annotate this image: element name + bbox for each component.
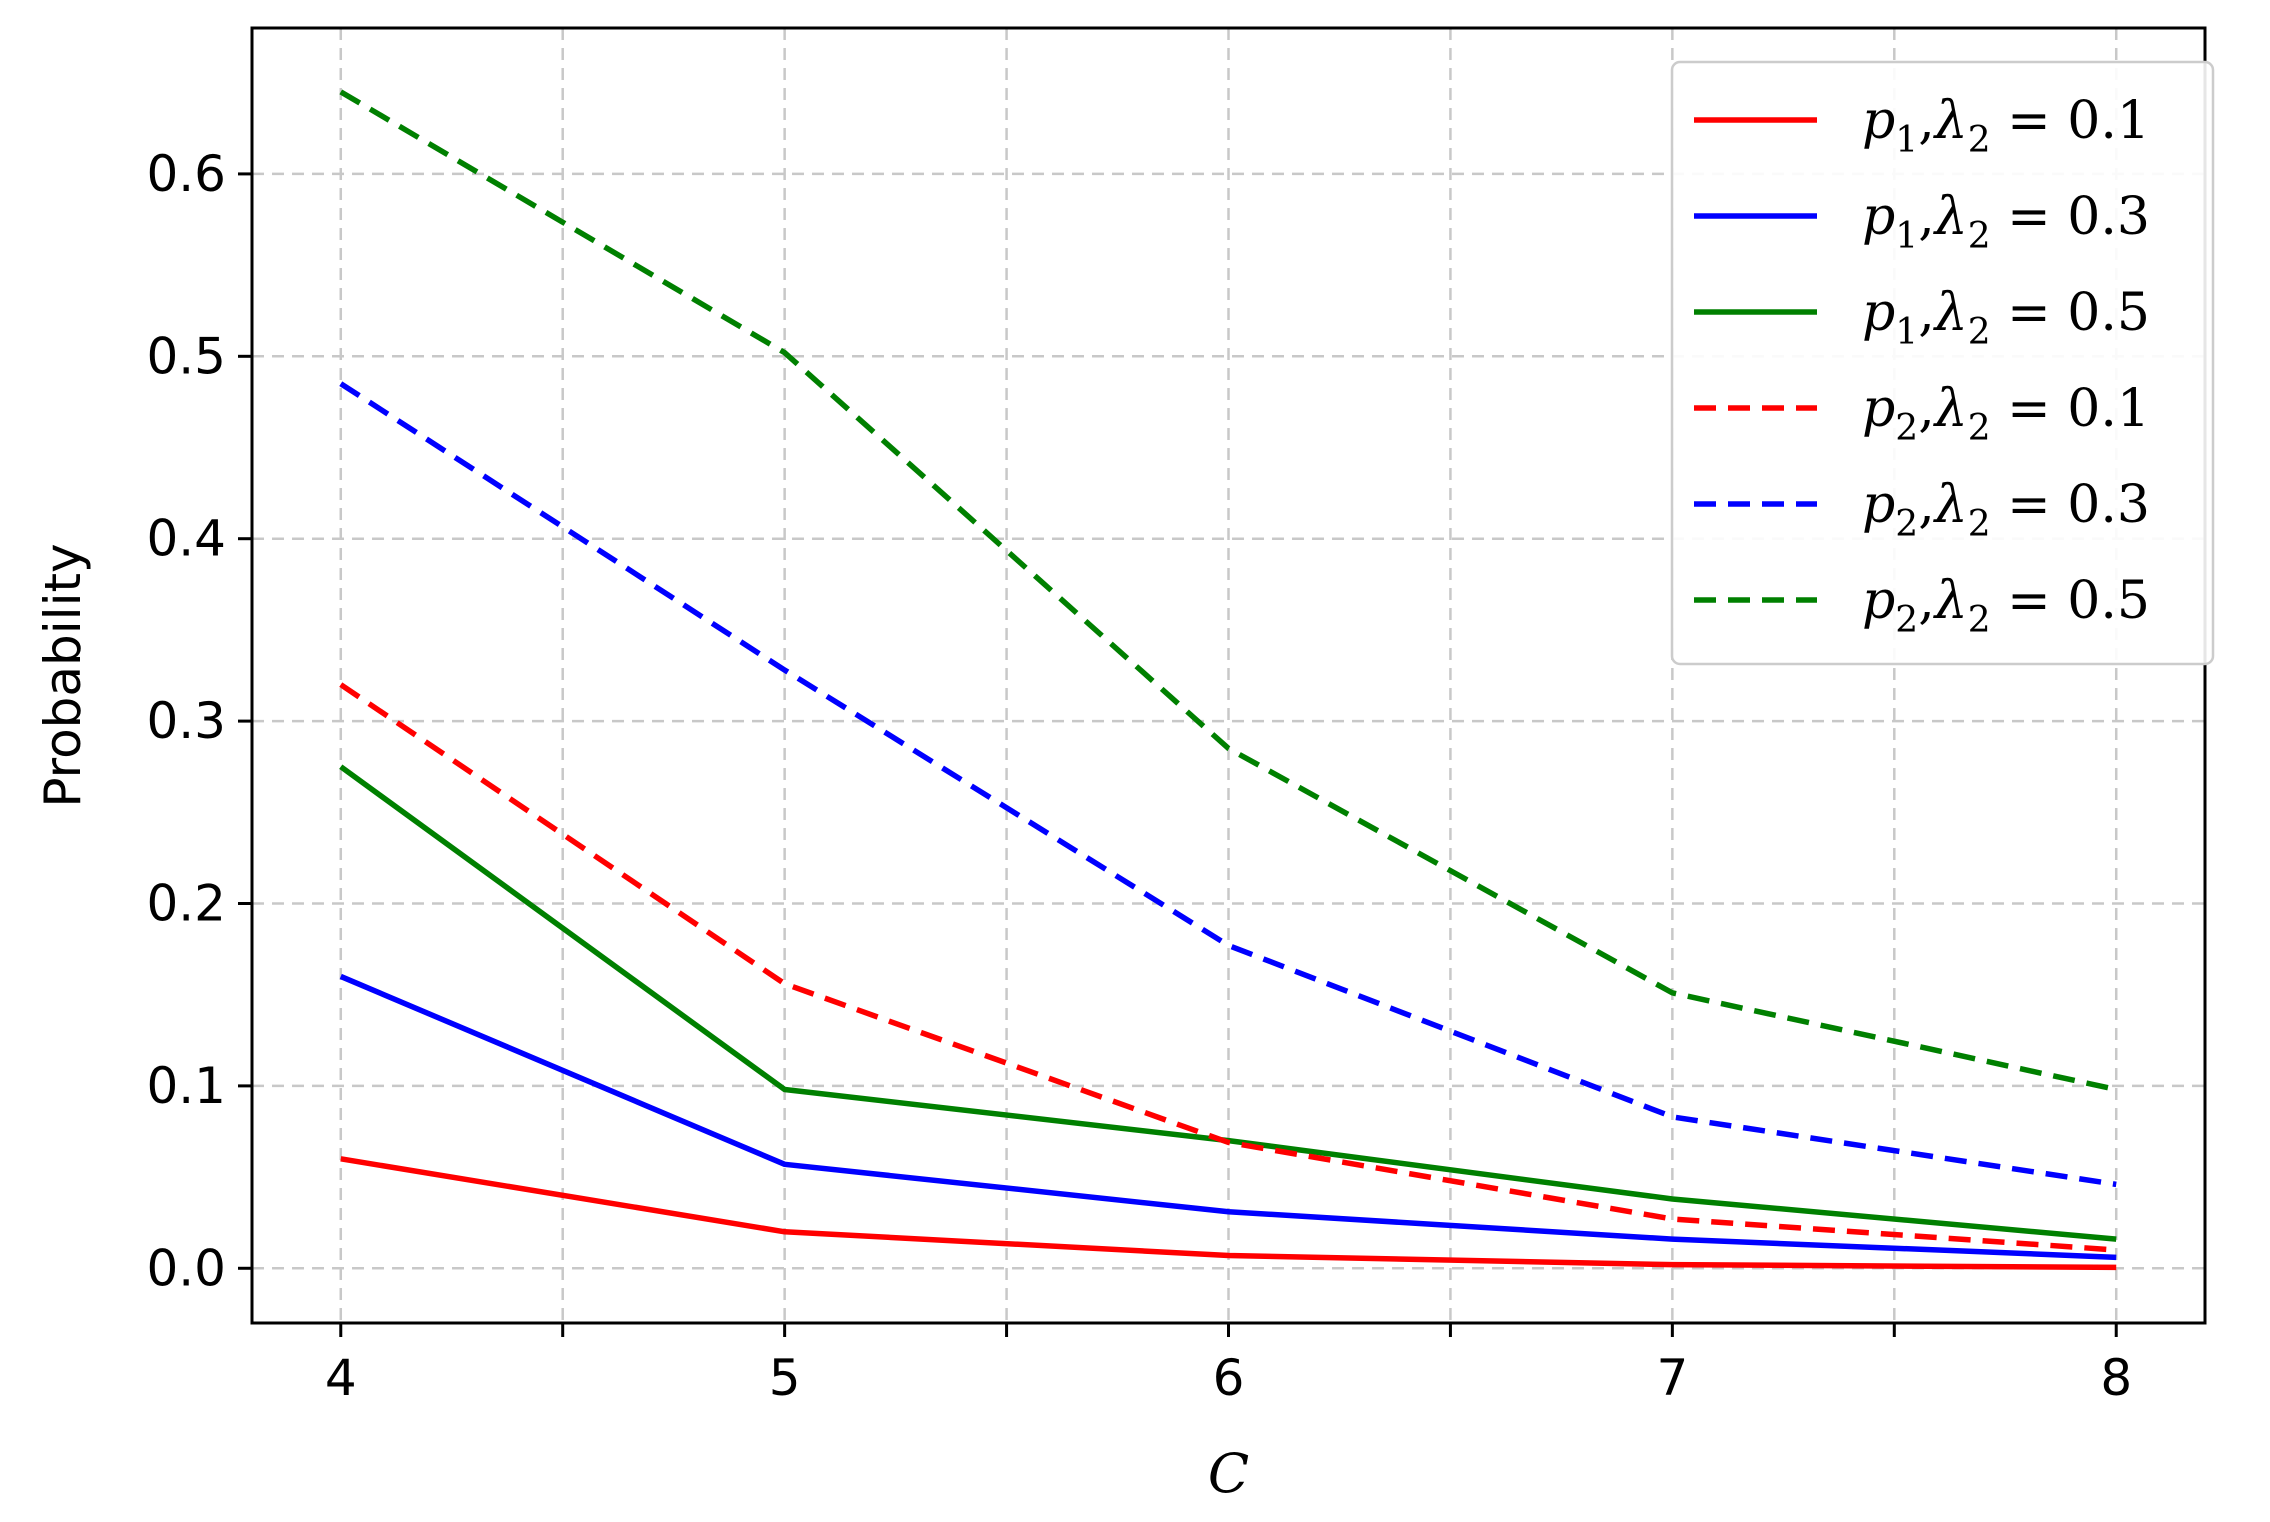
y-tick-label: 0.0: [146, 1239, 226, 1297]
x-tick-label: 8: [2100, 1349, 2132, 1407]
x-tick-label: 4: [325, 1349, 357, 1407]
series-line-2: [339, 973, 2117, 1261]
legend-entry: p1,λ2 = 0.1: [1862, 91, 2150, 161]
legend-entry: p1,λ2 = 0.3: [1862, 187, 2150, 257]
series-lines: [339, 89, 2117, 1271]
y-tick-label: 0.5: [146, 327, 226, 385]
y-tick-label: 0.2: [146, 874, 226, 932]
y-tick-label: 0.3: [146, 692, 226, 750]
x-tick-label: 6: [1213, 1349, 1245, 1407]
legend-entry: p2,λ2 = 0.1: [1862, 379, 2150, 449]
series-line-5: [339, 381, 2117, 1188]
series-line-6: [339, 89, 2117, 1093]
tick-labels: 4 5 6 7 8 0.0 0.1 0.2 0.3 0.4 0.5 0.6: [146, 145, 2132, 1407]
axis-ticks: [238, 172, 2118, 1337]
legend-entry: p2,λ2 = 0.5: [1862, 571, 2150, 641]
series-line-1: [340, 1156, 2117, 1271]
y-axis-label: Probability: [34, 543, 92, 807]
legend-entry: p2,λ2 = 0.3: [1862, 475, 2150, 545]
x-axis-label: C: [1208, 1442, 1249, 1505]
y-tick-label: 0.1: [146, 1057, 226, 1115]
x-tick-label: 5: [769, 1349, 801, 1407]
legend-box: [1670, 60, 2215, 666]
legend-entry: p1,λ2 = 0.5: [1862, 283, 2150, 353]
y-tick-label: 0.6: [146, 145, 226, 203]
x-tick-label: 7: [1656, 1349, 1688, 1407]
series-line-4: [339, 682, 2117, 1253]
legend: p1,λ2 = 0.1 p1,λ2 = 0.3 p1,λ2 = 0.5 p2,λ2 =…: [1670, 60, 2215, 666]
y-tick-label: 0.4: [146, 510, 226, 568]
